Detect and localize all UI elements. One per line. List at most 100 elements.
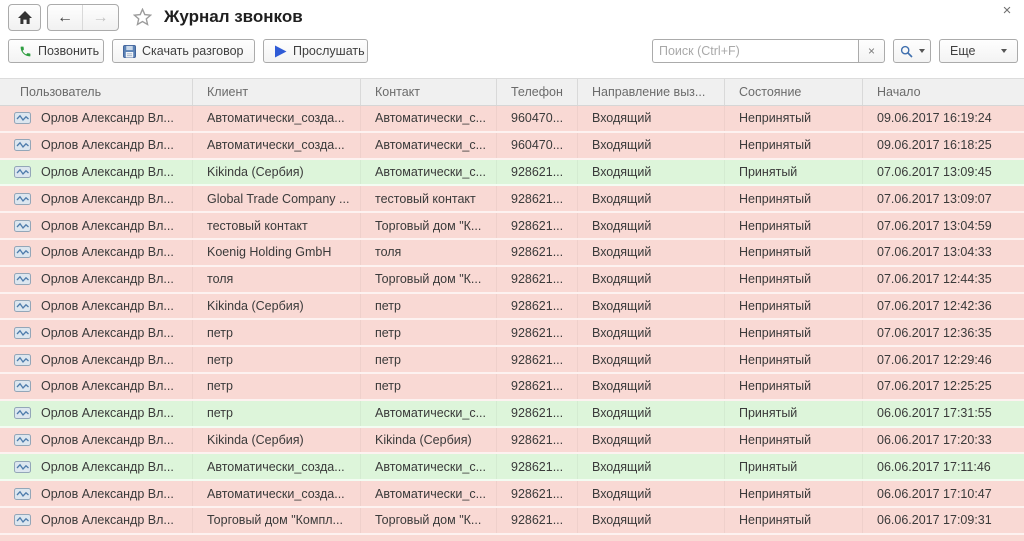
- start-cell: 06.06.2017 17:31:55: [877, 406, 992, 421]
- state-cell: Принятый: [725, 454, 863, 480]
- client-cell: петр: [193, 373, 361, 399]
- column-header-direction[interactable]: Направление выз...: [578, 79, 725, 105]
- start-cell: 07.06.2017 12:25:25: [877, 379, 992, 394]
- table-row[interactable]: Орлов Александр Вл... Kikinda (Сербия) K…: [0, 427, 1024, 455]
- client-cell: Kikinda (Сербия): [193, 293, 361, 319]
- call-button[interactable]: Позвонить: [8, 39, 104, 63]
- column-header-client[interactable]: Клиент: [193, 79, 361, 105]
- home-icon: [17, 10, 33, 25]
- state-cell: Непринятый: [725, 481, 863, 506]
- call-record-icon: [14, 192, 31, 205]
- state-cell: Непринятый: [725, 320, 863, 346]
- user-cell: Орлов Александр Вл...: [41, 432, 174, 447]
- table-row[interactable]: Орлов Александр Вл... толя Торговый дом …: [0, 266, 1024, 294]
- user-cell: Орлов Александр Вл...: [41, 111, 174, 126]
- close-icon[interactable]: ×: [1002, 2, 1012, 19]
- state-cell: Непринятый: [725, 427, 863, 453]
- start-cell: 07.06.2017 13:04:33: [877, 245, 992, 260]
- contact-cell: Торговый дом "К...: [361, 507, 497, 533]
- start-cell: 09.06.2017 16:19:24: [877, 111, 992, 126]
- contact-cell: толя: [361, 239, 497, 265]
- client-cell: Kikinda (Сербия): [193, 159, 361, 185]
- search-area: ×: [652, 39, 885, 63]
- table-row[interactable]: Орлов Александр Вл... тестовый контакт Т…: [0, 213, 1024, 240]
- table-row[interactable]: Орлов Александр Вл... петр Автоматически…: [0, 400, 1024, 428]
- user-cell: Орлов Александр Вл...: [41, 325, 174, 340]
- start-cell: 06.06.2017 17:09:31: [877, 513, 992, 528]
- table-row[interactable]: Орлов Александр Вл... Kikinda (Сербия) А…: [0, 159, 1024, 187]
- toolbar: Позвонить Скачать разговор Прослушать × …: [0, 36, 1024, 78]
- client-cell: толя: [193, 266, 361, 292]
- contact-cell: петр: [361, 320, 497, 346]
- phone-icon: [19, 45, 32, 58]
- state-cell: Непринятый: [725, 507, 863, 533]
- direction-cell: Входящий: [578, 186, 725, 212]
- more-button[interactable]: Еще: [939, 39, 1018, 63]
- column-header-contact[interactable]: Контакт: [361, 79, 497, 105]
- client-cell: Автоматически_созда...: [193, 454, 361, 480]
- user-cell: Орлов Александр Вл...: [41, 245, 174, 260]
- client-cell: Автоматически_созда...: [193, 481, 361, 506]
- phone-cell: 928621...: [497, 266, 578, 292]
- search-options-button[interactable]: [893, 39, 931, 63]
- phone-cell: 928621...: [497, 239, 578, 265]
- table-row[interactable]: Орлов Александр Вл... петр петр 928621..…: [0, 320, 1024, 348]
- favorite-star-icon[interactable]: [132, 7, 153, 31]
- start-cell: 07.06.2017 12:29:46: [877, 352, 992, 367]
- search-clear-button[interactable]: ×: [858, 39, 885, 63]
- table-row[interactable]: Орлов Александр Вл... Автоматически_созд…: [0, 454, 1024, 482]
- client-cell: Kikinda (Сербия): [193, 427, 361, 453]
- call-record-icon: [14, 139, 31, 152]
- state-cell: Непринятый: [725, 106, 863, 131]
- state-cell: Непринятый: [725, 293, 863, 319]
- state-cell: Непринятый: [725, 347, 863, 372]
- table-row[interactable]: Орлов Александр Вл... Автоматически_созд…: [0, 481, 1024, 508]
- user-cell: Орлов Александр Вл...: [41, 352, 174, 367]
- column-header-state[interactable]: Состояние: [725, 79, 863, 105]
- table-row[interactable]: Орлов Александр Вл... Автоматически_созд…: [0, 132, 1024, 160]
- listen-button[interactable]: Прослушать: [263, 39, 368, 63]
- table-row[interactable]: Орлов Александр Вл... Global Trade Compa…: [0, 186, 1024, 214]
- more-button-label: Еще: [950, 44, 976, 58]
- chevron-down-icon: [918, 49, 925, 53]
- table-header: Пользователь Клиент Контакт Телефон Напр…: [0, 78, 1024, 106]
- start-cell: 07.06.2017 12:44:35: [877, 272, 992, 287]
- history-nav: ← →: [47, 4, 119, 31]
- column-header-start[interactable]: Начало: [877, 85, 921, 99]
- call-button-label: Позвонить: [38, 44, 100, 58]
- home-button[interactable]: [8, 4, 41, 31]
- state-cell: Непринятый: [725, 186, 863, 212]
- direction-cell: Входящий: [578, 400, 725, 426]
- call-record-icon: [14, 514, 31, 527]
- user-cell: Орлов Александр Вл...: [41, 272, 174, 287]
- back-button[interactable]: ←: [48, 5, 83, 30]
- column-header-user[interactable]: Пользователь: [0, 79, 193, 105]
- column-header-phone[interactable]: Телефон: [497, 79, 578, 105]
- client-cell: Koenig Holding GmbH: [193, 239, 361, 265]
- user-cell: Орлов Александр Вл...: [41, 298, 174, 313]
- table-row[interactable]: Орлов Александр Вл... Koenig Holding Gmb…: [0, 239, 1024, 267]
- forward-button[interactable]: →: [83, 5, 118, 30]
- table-row[interactable]: Орлов Александр Вл... Kikinda (Сербия) п…: [0, 293, 1024, 321]
- direction-cell: Входящий: [578, 266, 725, 292]
- phone-cell: 928621...: [497, 159, 578, 185]
- state-cell: Непринятый: [725, 239, 863, 265]
- call-record-icon: [14, 487, 31, 500]
- search-input[interactable]: [652, 39, 858, 63]
- user-cell: Орлов Александр Вл...: [41, 218, 174, 233]
- call-record-icon: [14, 353, 31, 366]
- call-record-icon: [14, 273, 31, 286]
- table-row[interactable]: Орлов Александр Вл... петр петр 928621..…: [0, 347, 1024, 374]
- listen-button-label: Прослушать: [293, 44, 365, 58]
- table-row[interactable]: Орлов Александр Вл... петр петр 928621..…: [0, 373, 1024, 401]
- download-call-button[interactable]: Скачать разговор: [112, 39, 255, 63]
- start-cell: 06.06.2017 17:10:47: [877, 486, 992, 501]
- table-row[interactable]: Орлов Александр Вл... Торговый дом "Комп…: [0, 507, 1024, 535]
- client-cell: тестовый контакт: [193, 213, 361, 238]
- phone-cell: 928621...: [497, 454, 578, 480]
- state-cell: Непринятый: [725, 266, 863, 292]
- phone-cell: 928621...: [497, 320, 578, 346]
- user-cell: Орлов Александр Вл...: [41, 191, 174, 206]
- table-row[interactable]: Орлов Александр Вл... Автоматически_созд…: [0, 106, 1024, 133]
- direction-cell: Входящий: [578, 454, 725, 480]
